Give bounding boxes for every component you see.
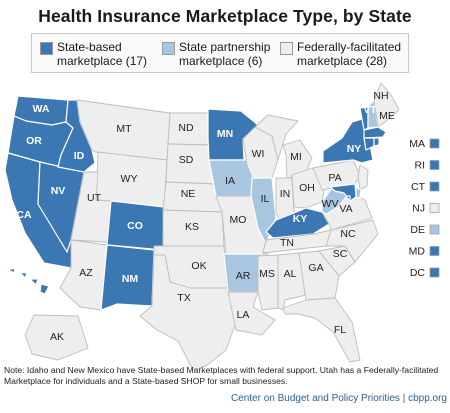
small-state-label-md: MD	[409, 246, 426, 258]
state-label-ak: AK	[50, 331, 64, 343]
state-label-me: ME	[379, 110, 395, 122]
footnote: Note: Idaho and New Mexico have State-ba…	[4, 365, 439, 386]
state-label-ut: UT	[87, 192, 102, 204]
state-label-id: ID	[74, 150, 85, 162]
state-ak	[24, 314, 89, 361]
state-label-oh: OH	[299, 182, 315, 194]
legend-label-line2: marketplace (28)	[297, 54, 388, 68]
legend-swatch-federally-facilitated	[280, 42, 293, 55]
state-label-mt: MT	[116, 123, 132, 135]
state-label-nv: NV	[51, 185, 66, 197]
legend-label-line2: marketplace (6)	[179, 54, 263, 68]
state-label-wv: WV	[322, 198, 339, 210]
legend-label-line2: marketplace (17)	[57, 54, 148, 68]
state-label-mi: MI	[290, 151, 302, 163]
legend-swatch-state-partnership	[162, 42, 175, 55]
state-label-mn: MN	[217, 128, 233, 140]
source-credit: Center on Budget and Policy Priorities |…	[230, 393, 447, 404]
legend-label-line1: State-based	[57, 40, 122, 54]
small-state-swatch-de	[429, 224, 440, 235]
state-fl	[282, 297, 361, 363]
state-label-ca: CA	[16, 209, 32, 221]
state-label-ok: OK	[191, 260, 206, 272]
state-label-ky: KY	[293, 213, 308, 225]
state-label-sd: SD	[179, 154, 194, 166]
state-label-ms: MS	[259, 268, 275, 280]
state-ga	[298, 250, 340, 301]
state-label-nh: NH	[373, 90, 388, 102]
state-label-ny: NY	[347, 143, 362, 155]
small-state-label-ct: CT	[411, 181, 426, 193]
legend-label-line1: State partnership	[179, 40, 271, 54]
legend: State-based marketplace (17) State partn…	[31, 33, 409, 73]
state-hi	[7, 267, 50, 295]
state-label-nd: ND	[178, 122, 194, 134]
state-label-ga: GA	[308, 262, 323, 274]
state-label-az: AZ	[79, 267, 93, 279]
legend-label-line1: Federally-facilitated	[297, 40, 402, 54]
state-ny	[322, 117, 374, 164]
state-label-va: VA	[339, 203, 352, 215]
state-label-ks: KS	[185, 221, 199, 233]
state-label-vt: VT	[363, 104, 377, 116]
state-label-sc: SC	[333, 248, 348, 260]
state-label-fl: FL	[334, 324, 346, 336]
state-label-or: OR	[26, 135, 42, 147]
small-state-label-nj: NJ	[412, 203, 425, 215]
state-label-ar: AR	[236, 270, 251, 282]
state-label-la: LA	[237, 309, 250, 321]
state-label-al: AL	[284, 268, 297, 280]
state-label-il: IL	[261, 193, 270, 205]
small-state-label-de: DE	[410, 224, 425, 236]
state-label-wy: WY	[121, 173, 138, 185]
state-label-wa: WA	[33, 103, 50, 115]
state-label-tx: TX	[177, 292, 190, 304]
legend-swatch-state-based	[40, 42, 53, 55]
small-state-label-ri: RI	[415, 160, 426, 172]
state-label-in: IN	[280, 188, 291, 200]
state-ms	[257, 254, 279, 311]
state-label-pa: PA	[328, 172, 341, 184]
state-ct	[363, 137, 375, 151]
state-label-nc: NC	[340, 228, 356, 240]
state-ri	[373, 137, 380, 147]
small-state-swatch-ri	[429, 160, 440, 170]
state-dc	[346, 195, 351, 200]
small-state-swatch-ma	[429, 138, 440, 149]
state-label-mo: MO	[230, 214, 247, 226]
small-state-swatch-ct	[429, 181, 440, 192]
state-label-ne: NE	[181, 188, 196, 200]
small-state-label-ma: MA	[409, 138, 425, 150]
state-label-hi: HI	[11, 288, 22, 300]
state-tx	[139, 254, 237, 371]
state-mn	[207, 108, 259, 161]
state-label-tn: TN	[280, 237, 294, 249]
state-label-wi: WI	[252, 148, 265, 160]
state-label-co: CO	[127, 220, 143, 232]
small-state-swatch-dc	[429, 267, 440, 278]
small-state-swatch-nj	[429, 203, 440, 213]
state-label-ia: IA	[225, 175, 235, 187]
map-title: Health Insurance Marketplace Type, by St…	[38, 6, 412, 26]
small-state-swatch-md	[429, 246, 440, 256]
state-nm	[100, 244, 155, 311]
state-nj	[357, 164, 369, 191]
state-label-nm: NM	[122, 273, 139, 285]
small-state-label-dc: DC	[410, 267, 426, 279]
state-ma	[363, 126, 387, 139]
